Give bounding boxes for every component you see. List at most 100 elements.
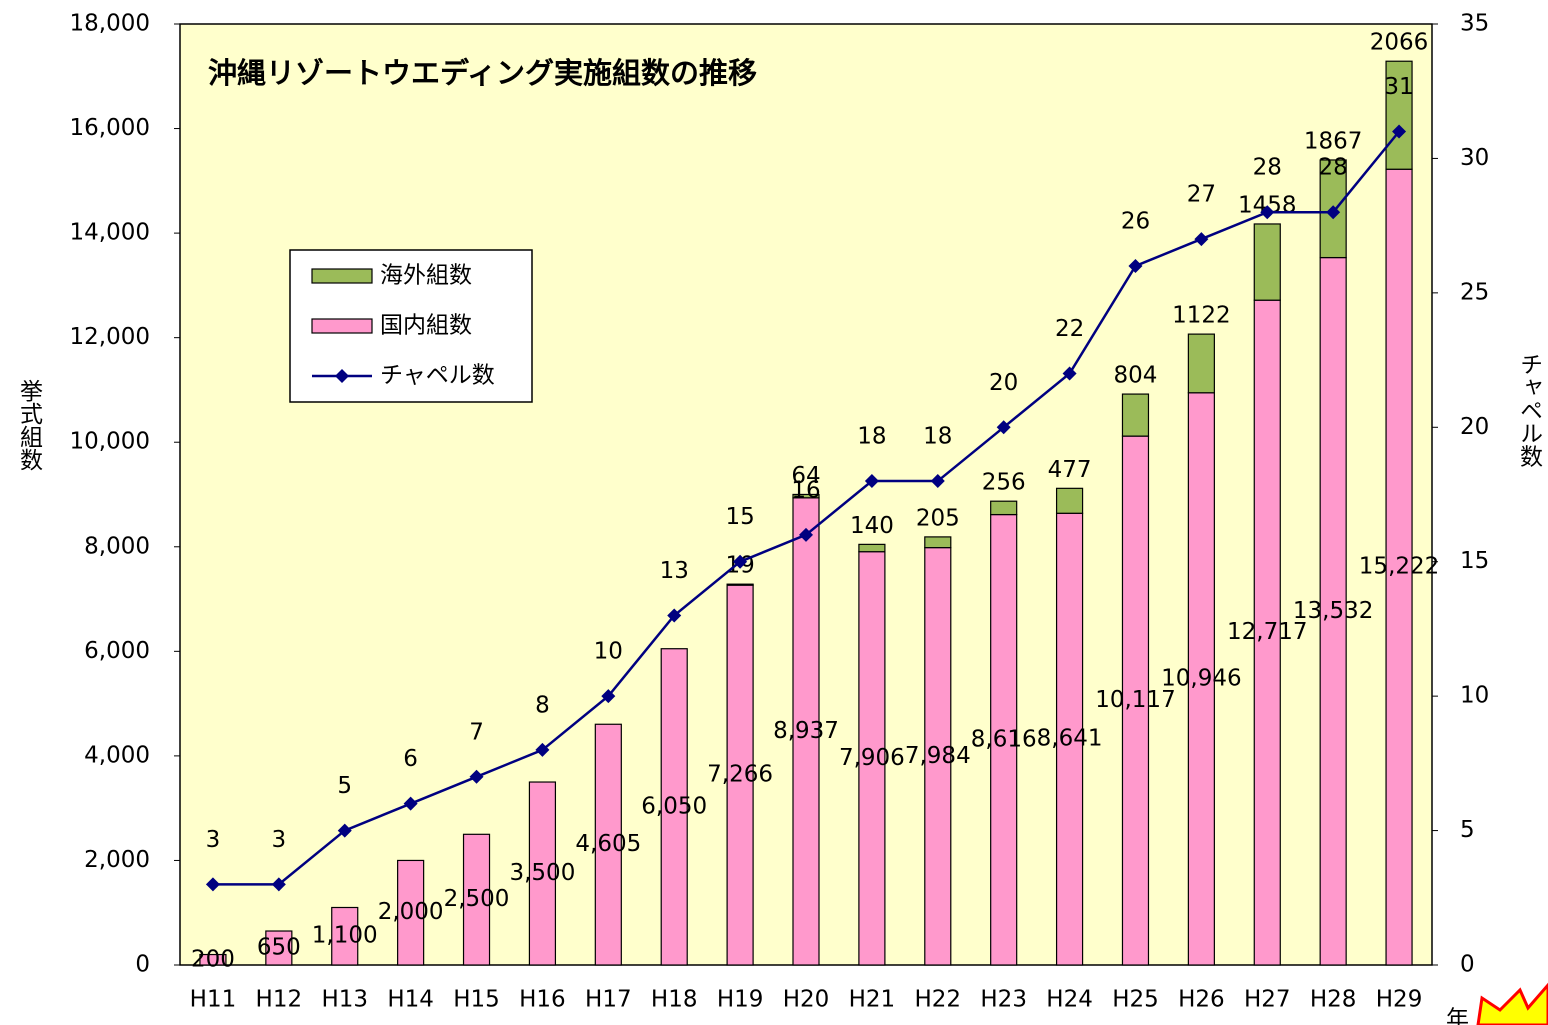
data-label: 7,266 xyxy=(707,762,773,788)
bar xyxy=(1055,487,1084,514)
y-tick-label: 18,000 xyxy=(70,11,150,37)
data-label: 15 xyxy=(725,504,754,530)
x-tick-label: H22 xyxy=(915,987,962,1013)
y-tick-label: 14,000 xyxy=(70,220,150,246)
line-marker xyxy=(1392,124,1407,139)
legend-label: チャペル数 xyxy=(380,363,495,389)
bar xyxy=(726,584,754,966)
data-label: 27 xyxy=(1187,182,1216,208)
y-tick-label: 16,000 xyxy=(70,115,150,141)
bar xyxy=(265,930,293,966)
data-label: 5 xyxy=(337,773,352,799)
y-tick-label: 12,000 xyxy=(70,324,150,350)
x-tick-label: H20 xyxy=(783,987,830,1013)
bar xyxy=(1253,299,1281,966)
x-tick-label: H26 xyxy=(1178,987,1225,1013)
data-label: 6,050 xyxy=(641,793,707,819)
data-label: 12,717 xyxy=(1227,619,1307,645)
starburst-icon xyxy=(1476,982,1548,1025)
bar xyxy=(660,648,688,966)
data-label: 28 xyxy=(1319,155,1348,181)
line-marker xyxy=(799,527,813,542)
bar xyxy=(528,781,557,966)
x-tick-label: H13 xyxy=(321,987,368,1013)
line-marker xyxy=(1062,366,1077,381)
x-axis-label: 年 xyxy=(1446,1007,1469,1025)
data-label: 3 xyxy=(272,827,287,853)
data-label: 22 xyxy=(1055,316,1084,342)
bar xyxy=(990,513,1018,966)
bar xyxy=(924,547,952,966)
y-tick-label: 10,000 xyxy=(70,429,150,455)
x-tick-label: H12 xyxy=(256,987,303,1013)
x-tick-label: H24 xyxy=(1046,987,1093,1013)
bar xyxy=(924,536,952,549)
line-marker xyxy=(601,689,616,704)
data-label: 205 xyxy=(916,505,960,531)
y2-tick-label: 35 xyxy=(1460,11,1489,37)
line-marker xyxy=(733,554,748,569)
bar xyxy=(858,543,886,553)
data-label: 3,500 xyxy=(509,860,575,886)
bar xyxy=(1253,223,1281,301)
data-label: 64 xyxy=(791,463,820,489)
y2-tick-label: 15 xyxy=(1460,548,1489,574)
legend-label: 国内組数 xyxy=(380,313,472,339)
x-tick-label: H17 xyxy=(585,987,632,1013)
data-label: 8 xyxy=(535,692,550,718)
line-marker xyxy=(271,877,286,892)
y2-axis-label: チャペル数 xyxy=(1516,353,1544,468)
y2-tick-label: 20 xyxy=(1460,414,1489,440)
y-tick-label: 2,000 xyxy=(84,847,150,873)
data-label: 13,532 xyxy=(1293,598,1373,624)
bar xyxy=(331,906,359,966)
x-tick-label: H21 xyxy=(849,987,896,1013)
y-tick-label: 8,000 xyxy=(84,533,150,559)
bar xyxy=(1319,256,1347,966)
line-marker xyxy=(337,823,352,838)
data-label: 650 xyxy=(257,935,301,961)
y-tick-label: 0 xyxy=(135,952,150,978)
data-label: 18 xyxy=(923,424,952,450)
line-marker xyxy=(469,769,484,784)
data-label: 16 xyxy=(791,477,820,503)
line-marker xyxy=(996,420,1011,435)
x-tick-label: H18 xyxy=(651,987,698,1013)
data-label: 200 xyxy=(191,946,235,972)
data-label: 7 xyxy=(469,719,484,745)
data-label: 15,222 xyxy=(1359,554,1439,580)
bar xyxy=(792,493,820,499)
data-label: 13 xyxy=(660,558,689,584)
data-label: 28 xyxy=(1253,155,1282,181)
bar xyxy=(1187,392,1215,966)
data-label: 6 xyxy=(403,746,418,772)
data-label: 256 xyxy=(982,470,1026,496)
legend-swatch xyxy=(311,268,373,284)
line-marker xyxy=(1128,258,1143,273)
data-label: 10 xyxy=(594,639,623,665)
data-label: 804 xyxy=(1114,363,1158,389)
data-label: 8,616 xyxy=(971,726,1037,752)
data-label: 140 xyxy=(850,513,894,539)
data-label: 10,946 xyxy=(1161,665,1241,691)
bar xyxy=(1121,435,1150,966)
y-tick-label: 4,000 xyxy=(84,742,150,768)
bar xyxy=(1187,333,1215,394)
data-label: 1867 xyxy=(1304,128,1363,154)
x-tick-label: H29 xyxy=(1376,987,1423,1013)
data-label: 2,500 xyxy=(444,886,510,912)
x-tick-label: H15 xyxy=(453,987,500,1013)
bar xyxy=(726,583,754,586)
line-marker xyxy=(535,742,550,757)
y2-tick-label: 30 xyxy=(1460,145,1489,171)
x-tick-label: H16 xyxy=(519,987,566,1013)
data-label: 2,000 xyxy=(378,899,444,925)
bar xyxy=(397,859,425,966)
y2-tick-label: 5 xyxy=(1460,817,1475,843)
bar xyxy=(594,723,622,966)
data-label: 18 xyxy=(857,424,886,450)
data-label: 4,605 xyxy=(575,831,641,857)
bar xyxy=(792,497,820,966)
y-tick-label: 6,000 xyxy=(84,638,150,664)
